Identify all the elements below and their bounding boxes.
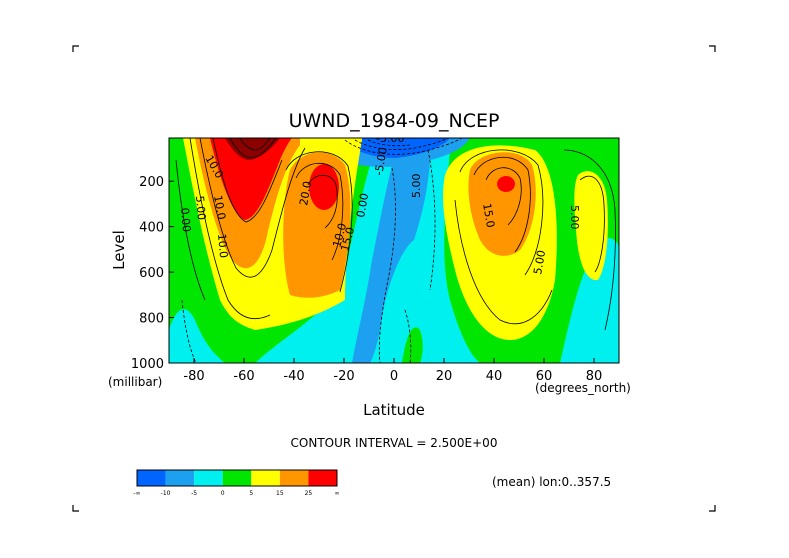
y-unit-label: (millibar) <box>108 375 162 389</box>
fill-cyan-south <box>169 309 225 363</box>
y-tick-label: 400 <box>139 221 164 236</box>
contour-label: 20.0 <box>297 180 314 206</box>
colorbar-swatch <box>165 470 195 486</box>
fill-green-tropics <box>402 327 423 363</box>
x-tick-label: -60 <box>233 369 254 384</box>
colorbar-swatch <box>137 470 166 486</box>
x-axis-title: Latitude <box>363 401 425 419</box>
colorbar-label: 25 <box>305 490 313 497</box>
contour-label: 5.00 <box>531 249 548 275</box>
x-axis: -80 -60 -40 -20 0 20 40 60 80 <box>183 358 602 384</box>
chart-title: UWND_1984-09_NCEP <box>289 110 500 132</box>
contour-label: 15.0 <box>480 202 497 228</box>
x-tick-label: -20 <box>333 369 354 384</box>
colorbar-label: -5 <box>191 490 197 497</box>
fill-darkblue-top <box>340 138 450 158</box>
x-tick-label: 80 <box>586 369 603 384</box>
fill-cyan-north-polar <box>560 238 619 363</box>
colorbar-swatch <box>194 470 223 486</box>
y-tick-label: 600 <box>139 266 164 281</box>
fill-red-south-sub <box>309 164 339 210</box>
mean-text: (mean) lon:0..357.5 <box>492 475 611 489</box>
contour-label: 10.0 <box>211 194 228 220</box>
contour-label: 5.00 <box>193 195 208 221</box>
colorbar-swatch <box>222 470 252 486</box>
y-axis: 200 400 600 800 1000 <box>131 175 174 372</box>
colorbar-label: 0 <box>221 490 225 497</box>
colorbar-label: -∞ <box>133 490 140 497</box>
colorbar-swatch <box>279 470 309 486</box>
colorbar-swatch <box>308 470 337 486</box>
colorbar-label: -10 <box>161 490 171 497</box>
x-tick-label: -40 <box>283 369 304 384</box>
colorbar-frame <box>136 469 338 487</box>
contour-interval-text: CONTOUR INTERVAL = 2.500E+00 <box>291 436 498 450</box>
fill-yellow-north-polar <box>574 171 608 281</box>
y-tick-label: 1000 <box>131 357 164 372</box>
contour-label: 5.00 <box>568 205 581 230</box>
x-tick-label: 40 <box>486 369 503 384</box>
x-tick-label: 60 <box>536 369 553 384</box>
corner-marks <box>72 45 716 512</box>
colorbar-label: 5 <box>249 490 253 497</box>
contour-field: 10.0 10.0 10.0 5.00 0.00 20.0 10.0 15.0 … <box>169 132 619 363</box>
colorbar-swatch <box>251 470 280 486</box>
colorbar: -∞ -10 -5 0 5 15 25 ∞ <box>133 469 340 497</box>
contour-labels: 10.0 10.0 10.0 5.00 0.00 20.0 10.0 15.0 … <box>178 132 581 276</box>
fill-red-north <box>497 176 515 192</box>
contour-label: -5.00 <box>376 132 404 145</box>
contour-label: 15.0 <box>338 226 357 253</box>
contour-label: 10.0 <box>330 222 349 249</box>
y-tick-label: 200 <box>139 175 164 190</box>
fill-orange-north <box>468 152 536 256</box>
x-tick-label: -80 <box>183 369 204 384</box>
x-unit-label: (degrees_north) <box>535 381 631 395</box>
colorbar-label: 15 <box>276 490 284 497</box>
contour-label: 0.00 <box>354 192 371 218</box>
y-axis-title: Level <box>110 230 128 270</box>
colorbar-label: ∞ <box>335 490 340 497</box>
y-tick-label: 800 <box>139 312 164 327</box>
x-tick-label: 20 <box>436 369 453 384</box>
contour-label: -5.00 <box>372 146 390 176</box>
fill-blue-tropics <box>352 151 430 363</box>
contour-label: 10.0 <box>215 233 230 259</box>
x-tick-label: 0 <box>390 369 398 384</box>
contour-label: 5.00 <box>410 174 423 199</box>
contour-lines <box>175 138 616 331</box>
contour-label: 0.00 <box>178 207 193 233</box>
fill-darkred-top <box>225 138 280 160</box>
